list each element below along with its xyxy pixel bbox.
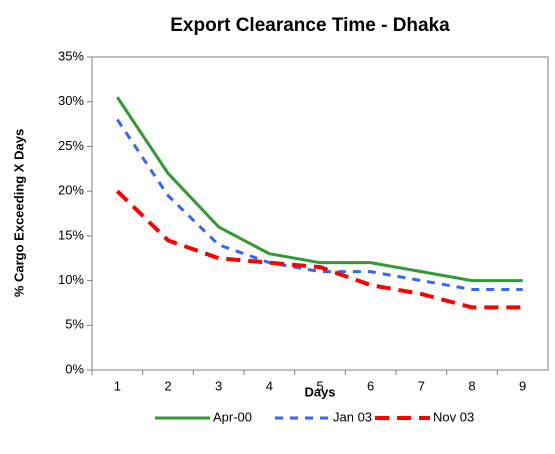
y-tick-label: 5% xyxy=(65,317,84,332)
legend-label: Apr-00 xyxy=(213,409,252,424)
legend-label: Nov 03 xyxy=(433,409,474,424)
y-tick-label: 15% xyxy=(58,227,84,242)
x-tick-label: 8 xyxy=(468,378,475,393)
x-tick-label: 4 xyxy=(266,378,273,393)
y-tick-label: 20% xyxy=(58,183,84,198)
chart-title: Export Clearance Time - Dhaka xyxy=(170,15,450,36)
y-tick-label: 35% xyxy=(58,48,84,63)
x-tick-label: 3 xyxy=(215,378,222,393)
x-tick-label: 5 xyxy=(316,378,323,393)
series-line xyxy=(116,96,523,283)
y-tick-label: 25% xyxy=(58,138,84,153)
x-tick-label: 1 xyxy=(114,378,121,393)
x-axis-title: Days xyxy=(304,384,335,399)
y-tick-label: 30% xyxy=(58,93,84,108)
y-tick-label: 0% xyxy=(65,361,84,376)
y-tick-label: 10% xyxy=(58,272,84,287)
plot-area xyxy=(91,56,549,371)
x-tick-label: 6 xyxy=(367,378,374,393)
x-tick-label: 7 xyxy=(418,378,425,393)
x-tick-label: 2 xyxy=(164,378,171,393)
series-line xyxy=(115,189,523,310)
legend-label: Jan 03 xyxy=(333,409,372,424)
x-tick-label: 9 xyxy=(519,378,526,393)
y-axis-title: % Cargo Exceeding X Days xyxy=(11,129,26,297)
